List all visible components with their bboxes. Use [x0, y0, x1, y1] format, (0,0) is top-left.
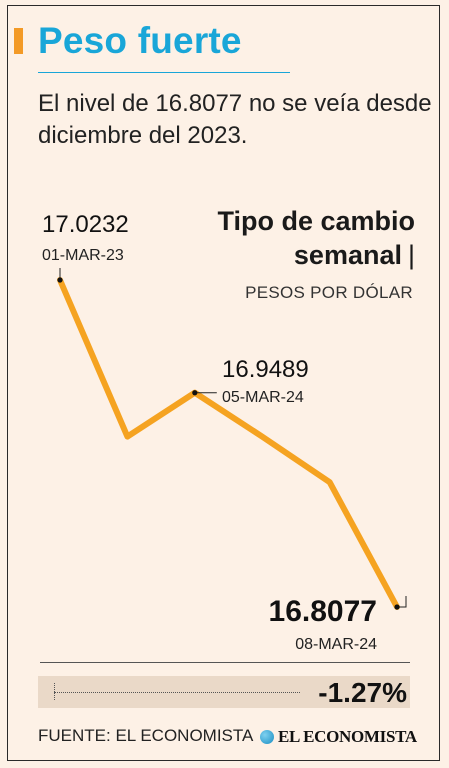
page-title: Peso fuerte: [38, 20, 242, 61]
data-label-date: 01-MAR-23: [42, 247, 124, 264]
accent-bar: [14, 28, 23, 54]
logo-wordmark: EL ECONOMISTA: [278, 727, 417, 746]
data-label-date: 08-MAR-24: [295, 636, 377, 653]
data-label-value: 16.9489: [222, 356, 309, 383]
frame-border: [7, 5, 440, 761]
data-point: [192, 390, 198, 396]
page-subtitle: El nivel de 16.8077 no se veía desde dic…: [38, 90, 432, 149]
change-dotted-line: [54, 692, 300, 693]
annotation-leader: [397, 596, 407, 608]
chart-title: Tipo de cambio semanal |: [155, 204, 415, 272]
footer-divider: [40, 662, 410, 663]
publisher-logo: EL ECONOMISTA: [260, 727, 417, 747]
percent-change: -1.27%: [318, 677, 407, 708]
source-credit: FUENTE: EL ECONOMISTA: [38, 726, 254, 745]
title-underline: [38, 72, 290, 73]
change-dotted-tick: [54, 683, 55, 700]
series-line: [57, 277, 400, 610]
chart-title-text: Tipo de cambio semanal: [217, 206, 415, 270]
data-label-date: 05-MAR-24: [222, 389, 304, 406]
data-label-value: 16.8077: [269, 595, 377, 628]
title-separator: |: [407, 240, 415, 270]
chart-unit: PESOS POR DÓLAR: [245, 283, 413, 302]
data-label-value: 17.0232: [42, 211, 129, 238]
data-point: [57, 277, 63, 283]
data-point: [394, 604, 400, 610]
globe-icon: [260, 730, 274, 744]
